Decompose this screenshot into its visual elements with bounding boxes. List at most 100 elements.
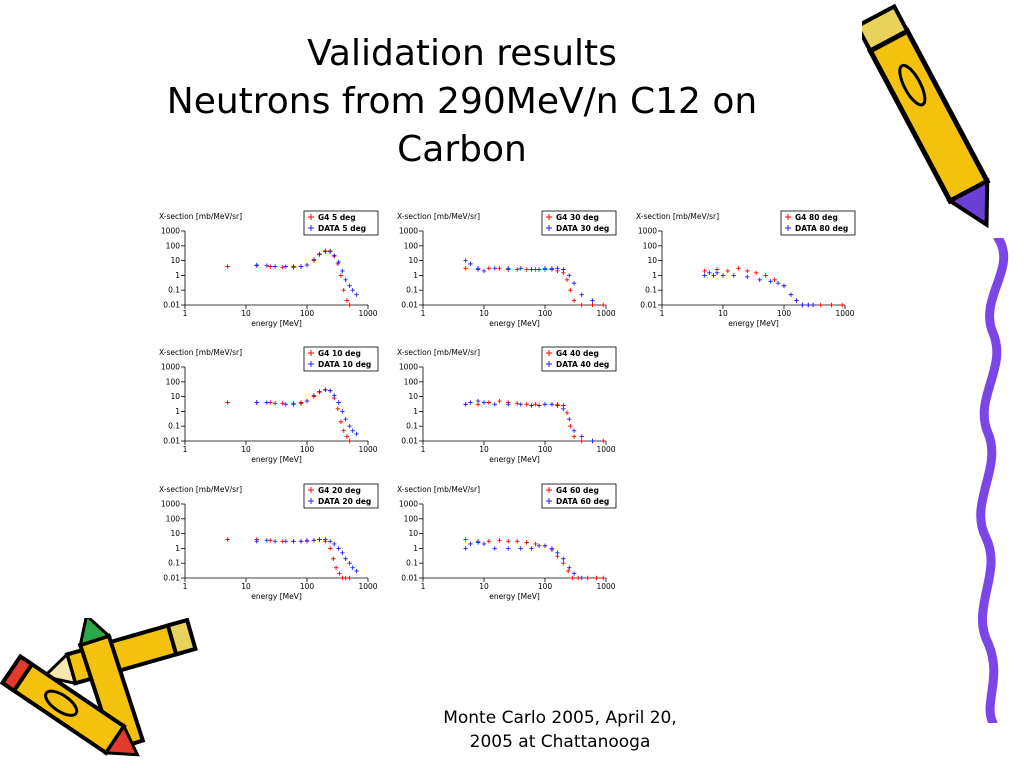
data-point [711,273,716,278]
data-point [506,546,511,551]
g4-point [601,575,606,581]
series-g4 [463,266,606,308]
data-point [283,402,289,407]
data-point [536,403,542,408]
chart-svg: X-section [mb/MeV/sr] 0.01 0.1 1 10 100 1000 1 1… [636,210,856,328]
y-tick-label: 1 [175,544,180,553]
g4-point [571,434,577,439]
g4-point [347,438,352,444]
title-line-1: Validation results [307,33,617,74]
legend-marker [546,214,552,220]
y-tick-label: 1000 [638,227,657,236]
g4-point [818,302,823,308]
g4-point [280,265,285,270]
g4-point [225,400,230,405]
x-tick-label: 1 [660,309,665,318]
x-tick-label: 1000 [358,309,377,318]
x-axis-label: energy [MeV] [251,592,302,601]
x-tick-label: 1000 [358,582,377,591]
x-axis-label: energy [MeV] [728,319,779,328]
y-tick-label: 10 [408,256,418,265]
data-point [354,431,359,437]
x-tick-label: 1 [183,582,188,591]
g4-point [601,302,606,308]
x-tick-label: 100 [777,309,792,318]
g4-point [585,575,590,581]
x-tick-label: 100 [300,445,315,454]
y-axis-label: X-section [mb/MeV/sr] [397,485,480,494]
y-tick-label: 100 [404,377,419,386]
x-axis-label: energy [MeV] [251,319,302,328]
data-point [567,416,572,422]
g4-point [753,270,759,275]
series-data [702,270,816,308]
data-point [567,565,572,570]
g4-point [514,267,520,272]
legend-entry: DATA 10 deg [318,360,371,369]
data-point [590,298,595,303]
data-point [536,267,542,272]
data-point [506,266,511,271]
g4-point [524,402,529,407]
legend-marker [785,225,791,231]
data-point [283,539,289,544]
data-point [463,402,468,407]
series-g4 [702,266,845,308]
legend-marker [308,487,314,493]
data-point [323,249,328,254]
g4-point [590,302,595,308]
g4-point [225,537,230,542]
data-point [475,266,481,271]
chart-panel-60deg: X-section [mb/MeV/sr] 0.01 0.1 1 10 100 1000 1 1… [393,482,628,610]
g4-point [506,539,511,544]
data-point [468,261,473,267]
data-point [555,403,560,408]
data-point [272,539,278,544]
data-point [354,292,359,297]
data-point [283,264,289,269]
data-point [254,262,259,268]
x-tick-label: 1000 [596,582,615,591]
slide-title: Validation results Neutrons from 290MeV/… [0,30,924,174]
y-tick-label: 100 [404,514,419,523]
data-point [327,249,333,254]
data-point [481,400,487,405]
legend-marker [546,361,552,367]
x-tick-label: 10 [241,445,251,454]
y-tick-label: 1 [652,271,657,280]
data-point [529,546,534,551]
g4-point [344,434,350,439]
data-point [492,546,497,551]
legend-entry: G4 5 deg [318,213,356,222]
series-g4 [225,248,352,308]
pencil-3-tip [78,618,112,648]
data-point [561,556,566,561]
data-point [481,268,487,274]
data-point [555,550,560,556]
chart-svg: X-section [mb/MeV/sr] 0.01 0.1 1 10 100 1000 1 1… [159,346,379,464]
g4-point [568,288,573,293]
data-point [579,434,584,439]
g4-point [497,398,502,404]
wavy-border-right [976,238,1009,723]
y-tick-label: 1 [175,271,180,280]
g4-point [579,438,584,444]
x-tick-label: 1 [421,309,426,318]
data-point [481,541,487,547]
g4-point [463,266,468,271]
chart-panel-30deg: X-section [mb/MeV/sr] 0.01 0.1 1 10 100 1000 1 1… [393,209,628,337]
g4-point [579,302,584,308]
series-data [463,398,595,444]
data-point [291,265,296,270]
data-point [781,283,787,288]
series-data [463,258,595,303]
legend-entry: DATA 5 deg [318,224,366,233]
purple-wave-line [976,238,1009,723]
data-point [264,400,270,405]
g4-point [601,438,606,444]
g4-point [341,288,346,293]
chart-svg: X-section [mb/MeV/sr] 0.01 0.1 1 10 100 1000 1 1… [397,483,617,601]
chart-panel-5deg: X-section [mb/MeV/sr] 0.01 0.1 1 10 100 1000 1 1… [155,209,390,337]
g4-point [533,402,538,407]
data-point [336,400,341,405]
